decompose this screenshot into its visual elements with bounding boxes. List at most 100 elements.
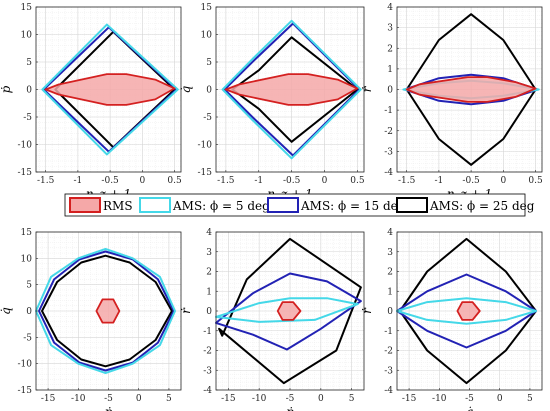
y-tick-label: -2: [384, 127, 393, 137]
legend-entry-ams25: AMS: ϕ = 25 deg: [396, 197, 535, 213]
x-tick-label: 0.5: [528, 176, 543, 186]
y-tick-label: -3: [384, 366, 393, 376]
x-tick-label: 0: [497, 394, 503, 404]
x-axis-label: ṗ: [286, 405, 294, 411]
panels: -1.5-1-0.500.5-15-10-5051015n_z + 1ṗ-1.5…: [0, 3, 543, 411]
y-tick-label: 4: [206, 228, 212, 238]
y-axis-label: ṙ: [360, 85, 374, 92]
series-ams5: [215, 297, 359, 323]
y-tick-label: -4: [384, 386, 393, 396]
x-tick-label: -1: [434, 176, 443, 186]
x-tick-label: -1.5: [37, 176, 55, 186]
series-rms: [224, 73, 359, 106]
legend-label-ams15: AMS: ϕ = 15 deg: [300, 199, 406, 213]
y-tick-label: -5: [23, 113, 32, 123]
series-ams5: [396, 297, 537, 325]
x-tick-label: -15: [41, 394, 56, 404]
y-tick-label: -1: [203, 327, 212, 337]
y-tick-label: 0: [387, 307, 393, 317]
x-tick-label: -0.5: [462, 176, 480, 186]
legend-swatch-rms: [69, 197, 101, 213]
y-tick-label: 15: [21, 228, 33, 238]
y-tick-label: 1: [206, 287, 212, 297]
x-tick-label: -10: [252, 394, 267, 404]
legend-entry-ams5: AMS: ϕ = 5 deg: [139, 197, 270, 213]
y-tick-label: -10: [18, 360, 33, 370]
y-tick-label: -5: [203, 113, 212, 123]
series-ams5: [221, 19, 362, 160]
x-axis-label: ṗ: [105, 405, 113, 411]
series-ams15: [38, 250, 175, 372]
series-ams25: [41, 254, 173, 368]
x-tick-label: 5: [349, 394, 355, 404]
y-tick-label: 4: [387, 3, 393, 13]
x-tick-label: 0: [318, 394, 324, 404]
series-rms: [95, 298, 121, 324]
y-tick-label: -10: [18, 141, 33, 151]
x-tick-label: -5: [465, 394, 474, 404]
y-tick-label: -10: [198, 141, 213, 151]
x-tick-label: -0.5: [283, 176, 301, 186]
series-ams25: [54, 30, 176, 149]
legend: RMS AMS: ϕ = 5 deg AMS: ϕ = 15 deg AMS: …: [64, 193, 535, 217]
panel-2: -1.5-1-0.500.5-15-10-5051015n_z + 1q̇: [179, 3, 365, 201]
panel-4: -15 -10 -5 0 5 -15 -10 -5 0 5 10 15 ṗ q̇: [0, 228, 182, 411]
y-tick-label: -2: [203, 347, 212, 357]
legend-entry-ams15: AMS: ϕ = 15 deg: [267, 197, 406, 213]
legend-label-rms: RMS: [103, 199, 133, 213]
panel-6: -15-10-505-4-3-2-101234q̇ṙ: [360, 228, 543, 411]
x-tick-label: -5: [286, 394, 295, 404]
series-rms: [456, 301, 481, 321]
x-tick-label: -0.5: [101, 176, 119, 186]
x-tick-label: 5: [527, 394, 533, 404]
y-tick-label: 0: [387, 86, 393, 96]
y-tick-label: 3: [387, 248, 393, 258]
y-tick-label: 0: [26, 307, 32, 317]
panel-1: -1.5-1-0.500.5-15-10-5051015n_z + 1ṗ: [0, 3, 182, 201]
y-tick-label: -1: [384, 327, 393, 337]
legend-label-ams25: AMS: ϕ = 25 deg: [429, 199, 535, 213]
series-rms: [276, 301, 302, 321]
y-tick-label: 5: [26, 281, 32, 291]
x-tick-label: -5: [104, 394, 113, 404]
series-ams25: [218, 237, 362, 385]
y-tick-label: -2: [384, 347, 393, 357]
x-tick-label: -10: [432, 394, 447, 404]
y-tick-label: 5: [206, 58, 212, 68]
y-axis-label: q̇: [179, 85, 193, 93]
panel-3: -1.5-1-0.500.5-4-3-2-101234n_z + 1ṙ: [360, 3, 543, 201]
y-tick-label: 10: [201, 31, 213, 41]
y-tick-label: -4: [203, 386, 212, 396]
y-tick-label: 5: [26, 58, 32, 68]
x-tick-label: -10: [71, 394, 86, 404]
x-tick-label: -1.5: [398, 176, 416, 186]
x-tick-label: -1.5: [217, 176, 235, 186]
legend-label-ams5: AMS: ϕ = 5 deg: [172, 199, 270, 213]
y-tick-label: -5: [23, 333, 32, 343]
y-tick-label: 3: [206, 248, 212, 258]
y-tick-label: -15: [18, 168, 33, 178]
y-tick-label: 10: [21, 254, 33, 264]
series: [41, 23, 179, 156]
y-tick-label: 2: [387, 268, 393, 278]
x-tick-label: -1: [73, 176, 82, 186]
x-tick-label: -15: [221, 394, 236, 404]
legend-swatch-ams25: [396, 197, 428, 213]
x-axis-label: q̇: [466, 405, 474, 411]
y-axis-label: q̇: [0, 307, 13, 315]
x-tick-label: -1: [254, 176, 263, 186]
x-tick-label: 0: [139, 176, 145, 186]
series-rms: [405, 76, 537, 103]
y-axis-label: ṙ: [360, 307, 374, 314]
y-tick-label: -15: [18, 386, 33, 396]
y-tick-label: -1: [384, 106, 393, 116]
legend-swatch-ams5: [139, 197, 171, 213]
y-tick-label: 0: [206, 307, 212, 317]
y-axis-label: ṙ: [179, 307, 193, 314]
series: [221, 19, 362, 160]
y-tick-label: -15: [198, 168, 213, 178]
panel-5: -15-10-505-4-3-2-101234ṗṙ: [179, 228, 365, 411]
series-ams5: [35, 247, 176, 375]
x-tick-label: 0.5: [350, 176, 365, 186]
